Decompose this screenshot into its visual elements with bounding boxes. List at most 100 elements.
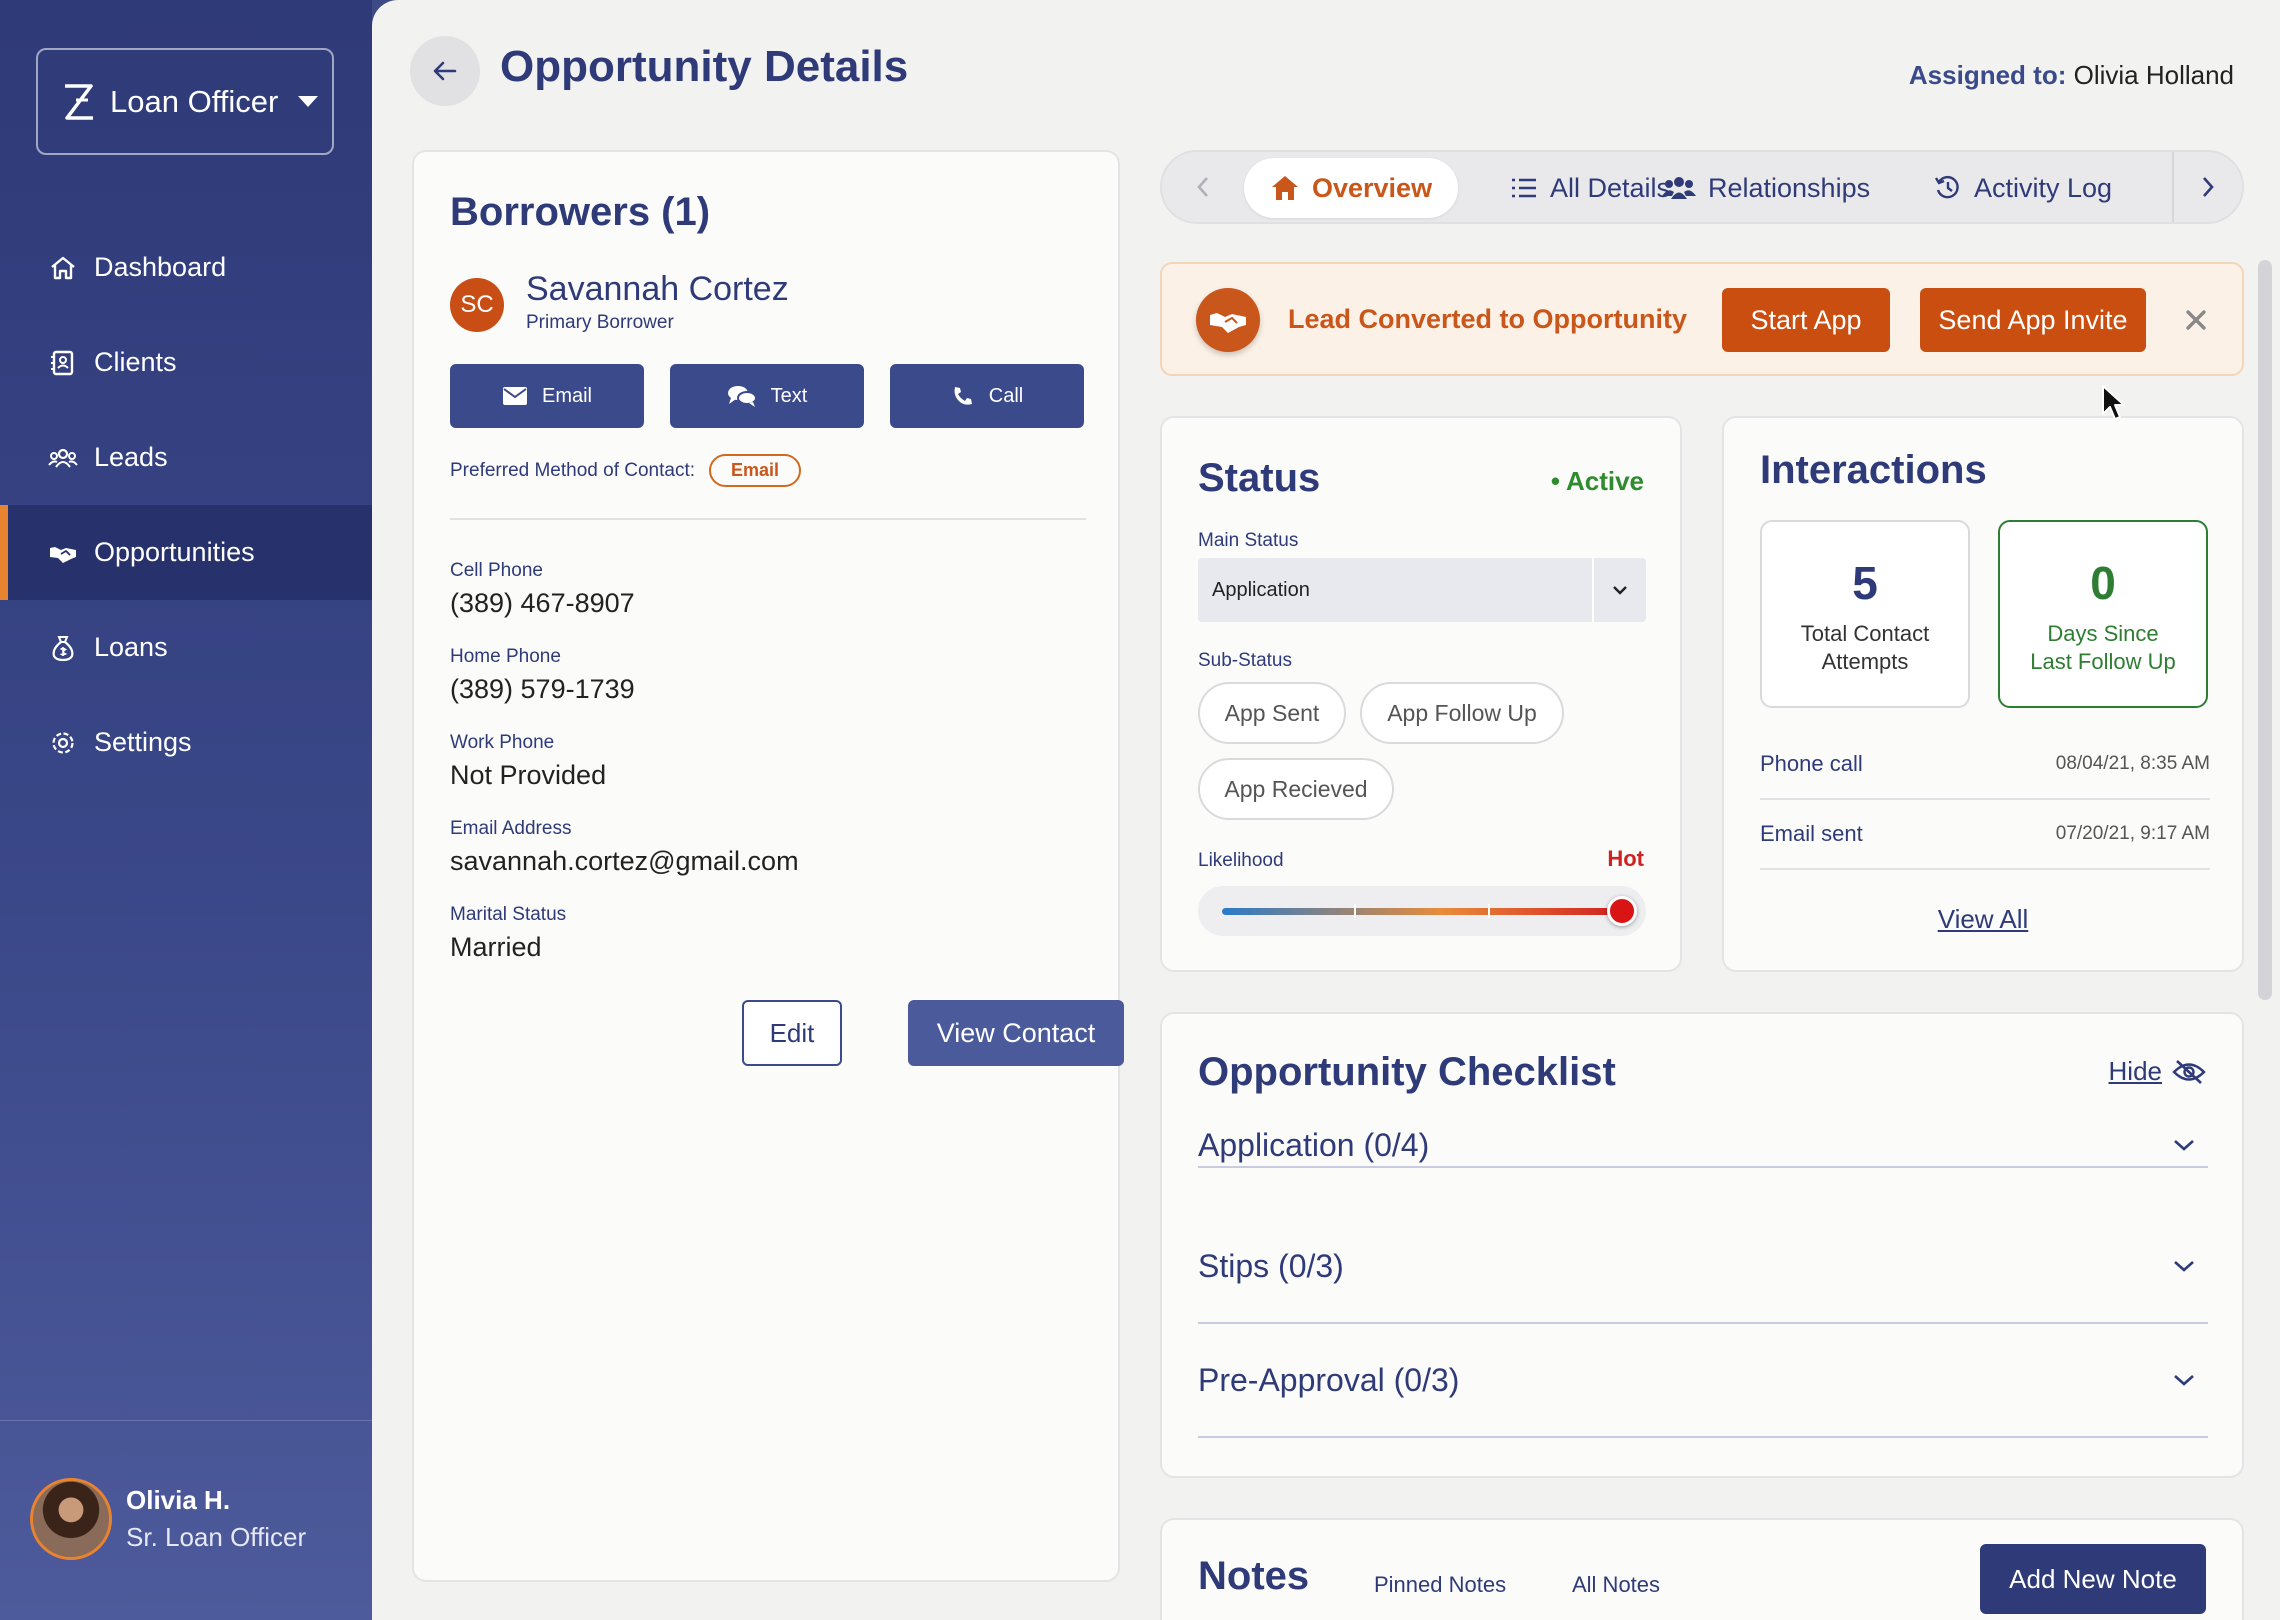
nav-item-dashboard[interactable]: Dashboard bbox=[0, 220, 372, 315]
notes-card: Notes Pinned Notes All Notes Add New Not… bbox=[1160, 1518, 2244, 1620]
cell-phone-field: Cell Phone (389) 467-8907 bbox=[450, 560, 635, 619]
stat-caption-line: Days Since bbox=[2047, 621, 2159, 646]
tab-pinned-notes[interactable]: Pinned Notes bbox=[1374, 1572, 1507, 1597]
nav-item-opportunities[interactable]: Opportunities bbox=[0, 505, 372, 600]
nav-label: Opportunities bbox=[94, 537, 255, 567]
stat-caption: Total Contact Attempts bbox=[1762, 620, 1968, 676]
stat-caption-line: Last Follow Up bbox=[2030, 649, 2176, 674]
interaction-row[interactable]: Email sent 07/20/21, 9:17 AM bbox=[1760, 800, 2210, 870]
phone-icon bbox=[954, 387, 972, 405]
assigned-to: Assigned to: Olivia Holland bbox=[1909, 60, 2234, 91]
view-all-link[interactable]: View All bbox=[1937, 904, 2029, 934]
tab-label: Activity Log bbox=[1974, 172, 2113, 203]
interaction-row[interactable]: Phone call 08/04/21, 8:35 AM bbox=[1760, 730, 2210, 800]
interactions-title: Interactions bbox=[1760, 448, 1987, 492]
handshake-icon bbox=[50, 546, 76, 563]
scrollbar-thumb[interactable] bbox=[2258, 260, 2272, 1000]
section-title: Application (0/4) bbox=[1198, 1126, 1430, 1163]
role-switcher-label: Loan Officer bbox=[110, 83, 279, 119]
likelihood-value: Hot bbox=[1607, 846, 1644, 871]
sub-status-chip[interactable]: App Follow Up bbox=[1360, 682, 1564, 744]
main-status-label: Main Status bbox=[1198, 530, 1299, 551]
status-card: Status Active Main Status Application Su… bbox=[1160, 416, 1682, 972]
field-label: Marital Status bbox=[450, 904, 567, 925]
tab-overview[interactable]: Overview bbox=[1244, 158, 1459, 218]
stat-caption: Days Since Last Follow Up bbox=[2000, 620, 2206, 676]
call-button[interactable]: Call bbox=[890, 364, 1084, 428]
main-status-select[interactable]: Application bbox=[1198, 558, 1646, 622]
interaction-type: Email sent bbox=[1760, 821, 1863, 846]
tabs-scroll-right-button[interactable] bbox=[2172, 152, 2242, 222]
sub-status-chip[interactable]: App Recieved bbox=[1198, 758, 1394, 820]
chat-bubbles-icon bbox=[727, 386, 757, 407]
notes-title: Notes bbox=[1198, 1554, 1310, 1598]
checklist-section-stips[interactable]: Stips (0/3) bbox=[1198, 1210, 2208, 1324]
hide-label: Hide bbox=[2108, 1056, 2162, 1086]
likelihood-slider[interactable] bbox=[1198, 886, 1646, 936]
tab-relationships[interactable]: Relationships bbox=[1636, 158, 1896, 218]
avatar bbox=[30, 1478, 112, 1560]
assigned-name: Olivia Holland bbox=[2073, 60, 2234, 90]
sub-status-chip[interactable]: App Sent bbox=[1198, 682, 1346, 744]
sidebar: Loan Officer Dashboard Clients Leads Opp… bbox=[0, 0, 372, 1620]
nav-item-clients[interactable]: Clients bbox=[0, 315, 372, 410]
borrower-avatar: SC bbox=[450, 278, 504, 332]
nav-label: Settings bbox=[94, 727, 192, 757]
edit-button[interactable]: Edit bbox=[742, 1000, 842, 1066]
nav-label: Dashboard bbox=[94, 252, 227, 282]
gear-icon bbox=[52, 731, 74, 754]
role-switcher[interactable]: Loan Officer bbox=[36, 48, 334, 155]
start-app-button[interactable]: Start App bbox=[1722, 288, 1890, 352]
likelihood-slider-fill bbox=[1222, 908, 1622, 915]
hide-checklist-button[interactable]: Hide bbox=[2109, 1056, 2206, 1087]
user-profile[interactable]: Olivia H. Sr. Loan Officer bbox=[30, 1478, 306, 1560]
send-app-invite-button[interactable]: Send App Invite bbox=[1920, 288, 2146, 352]
mouse-cursor-icon bbox=[2102, 385, 2125, 420]
back-button[interactable] bbox=[410, 36, 480, 106]
users-icon bbox=[1662, 177, 1696, 199]
checklist-section-application[interactable]: Application (0/4) bbox=[1198, 1054, 2208, 1168]
money-bag-icon bbox=[52, 635, 74, 661]
eye-slash-icon bbox=[2172, 1059, 2206, 1084]
lead-converted-banner: Lead Converted to Opportunity Start App … bbox=[1160, 262, 2244, 376]
page-title: Opportunity Details bbox=[500, 42, 909, 91]
add-new-note-button[interactable]: Add New Note bbox=[1980, 1544, 2206, 1614]
days-since-follow-up-stat: 0 Days Since Last Follow Up bbox=[1998, 520, 2208, 708]
detail-tabs: Overview All Details Relationships Activ… bbox=[1160, 150, 2244, 224]
divider bbox=[0, 1420, 372, 1421]
checklist-section-pre-approval[interactable]: Pre-Approval (0/3) bbox=[1198, 1324, 2208, 1438]
field-value: (389) 467-8907 bbox=[450, 588, 635, 618]
home-icon bbox=[1272, 176, 1298, 200]
nav-item-leads[interactable]: Leads bbox=[0, 410, 372, 505]
likelihood-slider-thumb[interactable] bbox=[1607, 896, 1637, 926]
email-button-label: Email bbox=[541, 384, 592, 407]
field-value: (389) 579-1739 bbox=[450, 674, 635, 704]
text-button[interactable]: Text bbox=[670, 364, 864, 428]
chevron-down-icon bbox=[298, 96, 319, 107]
tab-activity-log[interactable]: Activity Log bbox=[1908, 158, 2138, 218]
list-icon bbox=[1512, 178, 1536, 198]
user-name: Olivia H. bbox=[126, 1485, 231, 1515]
tab-label: All Details bbox=[1550, 172, 1671, 203]
nav-item-loans[interactable]: Loans bbox=[0, 600, 372, 695]
handshake-icon bbox=[1196, 288, 1260, 352]
nav-item-settings[interactable]: Settings bbox=[0, 695, 372, 790]
close-icon[interactable] bbox=[2178, 302, 2214, 338]
assigned-label: Assigned to: bbox=[1908, 60, 2067, 90]
view-contact-button[interactable]: View Contact bbox=[908, 1000, 1124, 1066]
tab-label: Overview bbox=[1312, 172, 1433, 203]
field-value: Not Provided bbox=[450, 760, 607, 790]
tab-label: Relationships bbox=[1708, 172, 1871, 203]
interaction-date: 07/20/21, 9:17 AM bbox=[2055, 823, 2210, 844]
home-phone-field: Home Phone (389) 579-1739 bbox=[450, 646, 635, 705]
tab-all-notes[interactable]: All Notes bbox=[1572, 1572, 1661, 1597]
chevron-left-icon bbox=[1197, 177, 1208, 197]
section-title: Stips (0/3) bbox=[1198, 1247, 1344, 1284]
field-label: Email Address bbox=[450, 818, 572, 839]
field-label: Home Phone bbox=[450, 646, 561, 667]
tab-all-details[interactable]: All Details bbox=[1484, 158, 1696, 218]
tabs-scroll-left-button[interactable] bbox=[1168, 152, 1238, 222]
borrowers-title: Borrowers (1) bbox=[450, 190, 711, 234]
history-icon bbox=[1934, 175, 1959, 199]
email-button[interactable]: Email bbox=[450, 364, 644, 428]
